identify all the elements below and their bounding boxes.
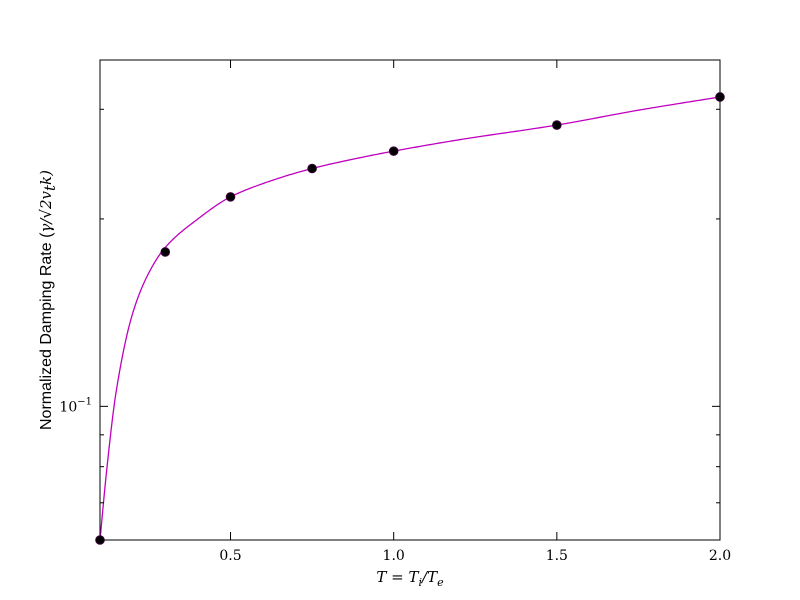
data-point	[388, 146, 399, 156]
curve-layer	[100, 96, 720, 540]
ticks-layer: 0.5 1.0 1.5 2.0 10−1	[59, 60, 731, 564]
x-tick-label: 2.0	[709, 548, 731, 564]
points-layer	[95, 92, 725, 545]
y-axis-label: Normalized Damping Rate (γ/√2vtk)	[37, 170, 59, 430]
data-point	[225, 192, 236, 202]
data-point	[160, 247, 171, 257]
data-point	[307, 163, 317, 174]
data-point	[552, 120, 562, 130]
plot-frame	[99, 59, 721, 541]
x-axis-label: T = Ti/Te	[376, 568, 444, 589]
y-tick-label: 10−1	[59, 396, 92, 415]
x-tick-label: 1.0	[383, 548, 405, 564]
x-tick-label: 1.5	[546, 548, 568, 564]
damping-rate-curve	[100, 96, 720, 540]
x-tick-label: 0.5	[219, 548, 241, 564]
